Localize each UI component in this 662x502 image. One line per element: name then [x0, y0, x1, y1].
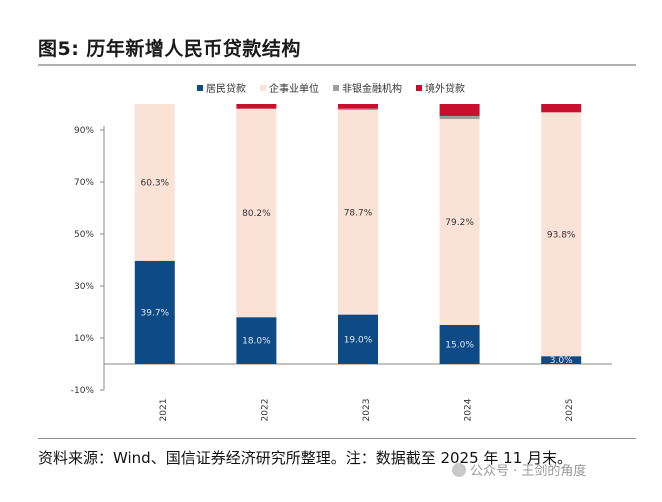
wechat-icon	[452, 462, 466, 477]
data-label: 39.7%	[141, 308, 170, 318]
watermark: 公众号 · 王剑的角度	[452, 460, 586, 479]
bar-segment-household	[439, 325, 480, 364]
bar-segment-nonbank	[439, 115, 480, 120]
bar-segment-household	[134, 260, 175, 364]
y-tick-label: 30%	[74, 282, 94, 292]
y-tick-label: 90%	[74, 126, 94, 136]
bar-segment-household	[338, 314, 378, 364]
legend-swatch-enterprise	[260, 84, 266, 91]
data-label: 79.2%	[445, 218, 474, 228]
x-tick-label: 2023	[362, 399, 372, 422]
data-label: 78.7%	[344, 208, 373, 218]
legend-swatch-household	[197, 84, 203, 91]
bar-segment-household	[236, 317, 277, 364]
x-tick-label: 2022	[260, 399, 270, 422]
legend-swatch-nonbank	[333, 84, 339, 91]
bar-segment-enterprise	[338, 109, 378, 315]
bar-segment-enterprise	[439, 119, 480, 325]
bar-segment-enterprise	[236, 108, 277, 318]
y-tick-label: 50%	[74, 230, 94, 240]
watermark-text: 公众号 · 王剑的角度	[470, 464, 587, 479]
x-tick-label: 2025	[565, 399, 575, 422]
x-tick-label: 2021	[159, 399, 169, 422]
data-label: 93.8%	[547, 230, 576, 240]
legend-label-enterprise: 企事业单位	[269, 84, 319, 95]
bar-segment-overseas	[439, 104, 480, 116]
data-label: 15.0%	[445, 341, 474, 351]
source-note: 资料来源：Wind、国信证券经济研究所整理。注：数据截至 2025 年 11 月…	[38, 449, 573, 467]
stacked-bar-chart: -10% 10% 30% 50% 70% 90% 39.7% 60.3% 2021 18.0% 80…	[71, 104, 612, 422]
bar-segment-enterprise	[541, 112, 582, 357]
data-label: 18.0%	[242, 337, 271, 347]
bar-segment-overseas	[236, 104, 277, 109]
data-label: 80.2%	[242, 209, 271, 219]
legend-label-household: 居民贷款	[206, 84, 246, 95]
legend-label-overseas: 境外贷款	[425, 84, 465, 95]
legend-item-overseas: 境外贷款	[416, 80, 465, 95]
chart-legend: 居民贷款 企事业单位 非银金融机构 境外贷款	[0, 80, 662, 95]
legend-swatch-overseas	[416, 84, 422, 91]
data-label: 19.0%	[344, 335, 373, 345]
legend-item-nonbank: 非银金融机构	[333, 80, 402, 95]
data-label: 3.0%	[550, 356, 573, 366]
bar-segment-overseas	[338, 104, 378, 109]
chart-title: 图5: 历年新增人民币贷款结构	[38, 38, 301, 60]
bar-segment-overseas	[541, 104, 582, 113]
y-tick-label: -10%	[71, 386, 95, 396]
legend-item-household: 居民贷款	[197, 80, 246, 95]
x-tick-label: 2024	[464, 398, 474, 421]
bar-segment-nonbank	[338, 108, 378, 110]
bar-segment-household	[541, 356, 582, 364]
y-tick-label: 10%	[74, 334, 94, 344]
y-tick-label: 70%	[74, 178, 94, 188]
bar-segment-enterprise	[134, 104, 175, 261]
legend-item-enterprise: 企事业单位	[260, 80, 319, 95]
data-label: 60.3%	[141, 178, 170, 188]
legend-label-nonbank: 非银金融机构	[342, 84, 402, 95]
title-divider	[38, 64, 636, 66]
source-divider	[38, 438, 636, 439]
